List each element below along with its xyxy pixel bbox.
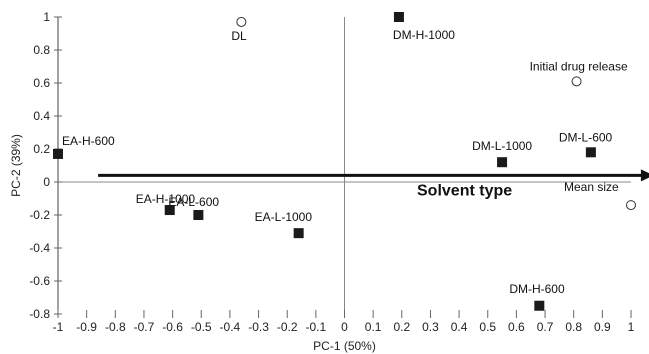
point-ea-l-1000: [293, 228, 304, 239]
points-layer: [53, 12, 636, 311]
point-label-ea-h-600: EA-H-600: [62, 134, 115, 148]
solvent-type-arrow: Solvent type: [98, 169, 649, 199]
y-tick-label: -0.8: [29, 307, 50, 321]
y-axis-title: PC-2 (39%): [9, 134, 23, 197]
point-initial-drug-release: [571, 76, 582, 87]
y-tick-label: -0.2: [29, 208, 50, 222]
x-tick-label: 0.1: [365, 320, 382, 334]
point-labels-layer: DM-H-1000 EA-H-600 DM-L-1000 DM-L-600 EA-H-1…: [62, 28, 628, 296]
point-label-dl: DL: [231, 29, 247, 43]
x-tick-label: 0.2: [393, 320, 410, 334]
point-label-dm-l-600: DM-L-600: [559, 130, 613, 144]
point-label-ea-h-1000: EA-H-1000: [136, 192, 196, 206]
point-dm-h-1000: [393, 12, 404, 22]
axes-layer: [57, 17, 631, 314]
arrow-head: [640, 169, 649, 182]
x-tick-label: -0.3: [248, 320, 269, 334]
y-tick-label: 0.8: [33, 43, 50, 57]
x-tick-label: -0.9: [76, 320, 97, 334]
point-mean-size: [626, 200, 636, 211]
point-label-dm-h-1000: DM-H-1000: [393, 28, 455, 42]
point-dl: [236, 16, 247, 27]
point-label-dm-l-1000: DM-L-1000: [472, 139, 532, 153]
x-tick-label: 0.8: [565, 320, 582, 334]
x-tick-label: -0.8: [105, 320, 126, 334]
solvent-type-label: Solvent type: [417, 182, 512, 199]
x-tick-label: -1: [53, 320, 64, 334]
x-tick-label: 0.5: [479, 320, 496, 334]
point-label-ea-l-600: EA-L-600: [168, 195, 219, 209]
y-tick-label: 0.6: [33, 76, 50, 90]
x-axis-title: PC-1 (50%): [313, 339, 376, 353]
point-ea-l-600: [193, 210, 204, 220]
point-label-mean-size: Mean size: [564, 180, 619, 194]
x-tick-label: -0.4: [220, 320, 241, 334]
point-dm-l-1000: [497, 157, 508, 168]
y-tick-group: 1 0.8 0.6 0.4 0.2 0 -0.2 -0.4 -0.6 -0.8: [29, 10, 62, 321]
y-tick-label: -0.4: [29, 241, 50, 255]
x-tick-label: -0.2: [277, 320, 298, 334]
x-tick-label: -0.7: [134, 320, 155, 334]
point-label-initial-drug-release: Initial drug release: [530, 59, 628, 73]
y-tick-label: 0: [43, 175, 50, 189]
point-label-ea-l-1000: EA-L-1000: [255, 210, 313, 224]
x-tick-label: 1: [628, 320, 635, 334]
y-tick-label: 0.4: [33, 109, 50, 123]
point-ea-h-600: [53, 148, 63, 159]
x-tick-label: -0.5: [191, 320, 212, 334]
point-label-dm-h-600: DM-H-600: [509, 282, 565, 296]
point-ea-h-1000: [164, 205, 175, 216]
x-tick-label: 0.3: [422, 320, 439, 334]
x-tick-label: 0.7: [537, 320, 554, 334]
x-tick-label: 0.4: [451, 320, 468, 334]
y-tick-label: 1: [43, 10, 50, 24]
x-tick-label: 0.9: [594, 320, 611, 334]
x-tick-label: 0.6: [508, 320, 525, 334]
x-tick-label: -0.1: [306, 320, 327, 334]
x-tick-label: -0.6: [162, 320, 183, 334]
y-tick-label: -0.6: [29, 274, 50, 288]
y-tick-label: 0.2: [33, 142, 50, 156]
point-dm-h-600: [534, 300, 545, 311]
x-tick-label: 0: [341, 320, 348, 334]
x-tick-group: -1 -0.9 -0.8 -0.7 -0.6 -0.5 -0.4 -0.3 -0.2 -0.1 0 0…: [53, 310, 635, 334]
point-dm-l-600: [585, 147, 596, 158]
